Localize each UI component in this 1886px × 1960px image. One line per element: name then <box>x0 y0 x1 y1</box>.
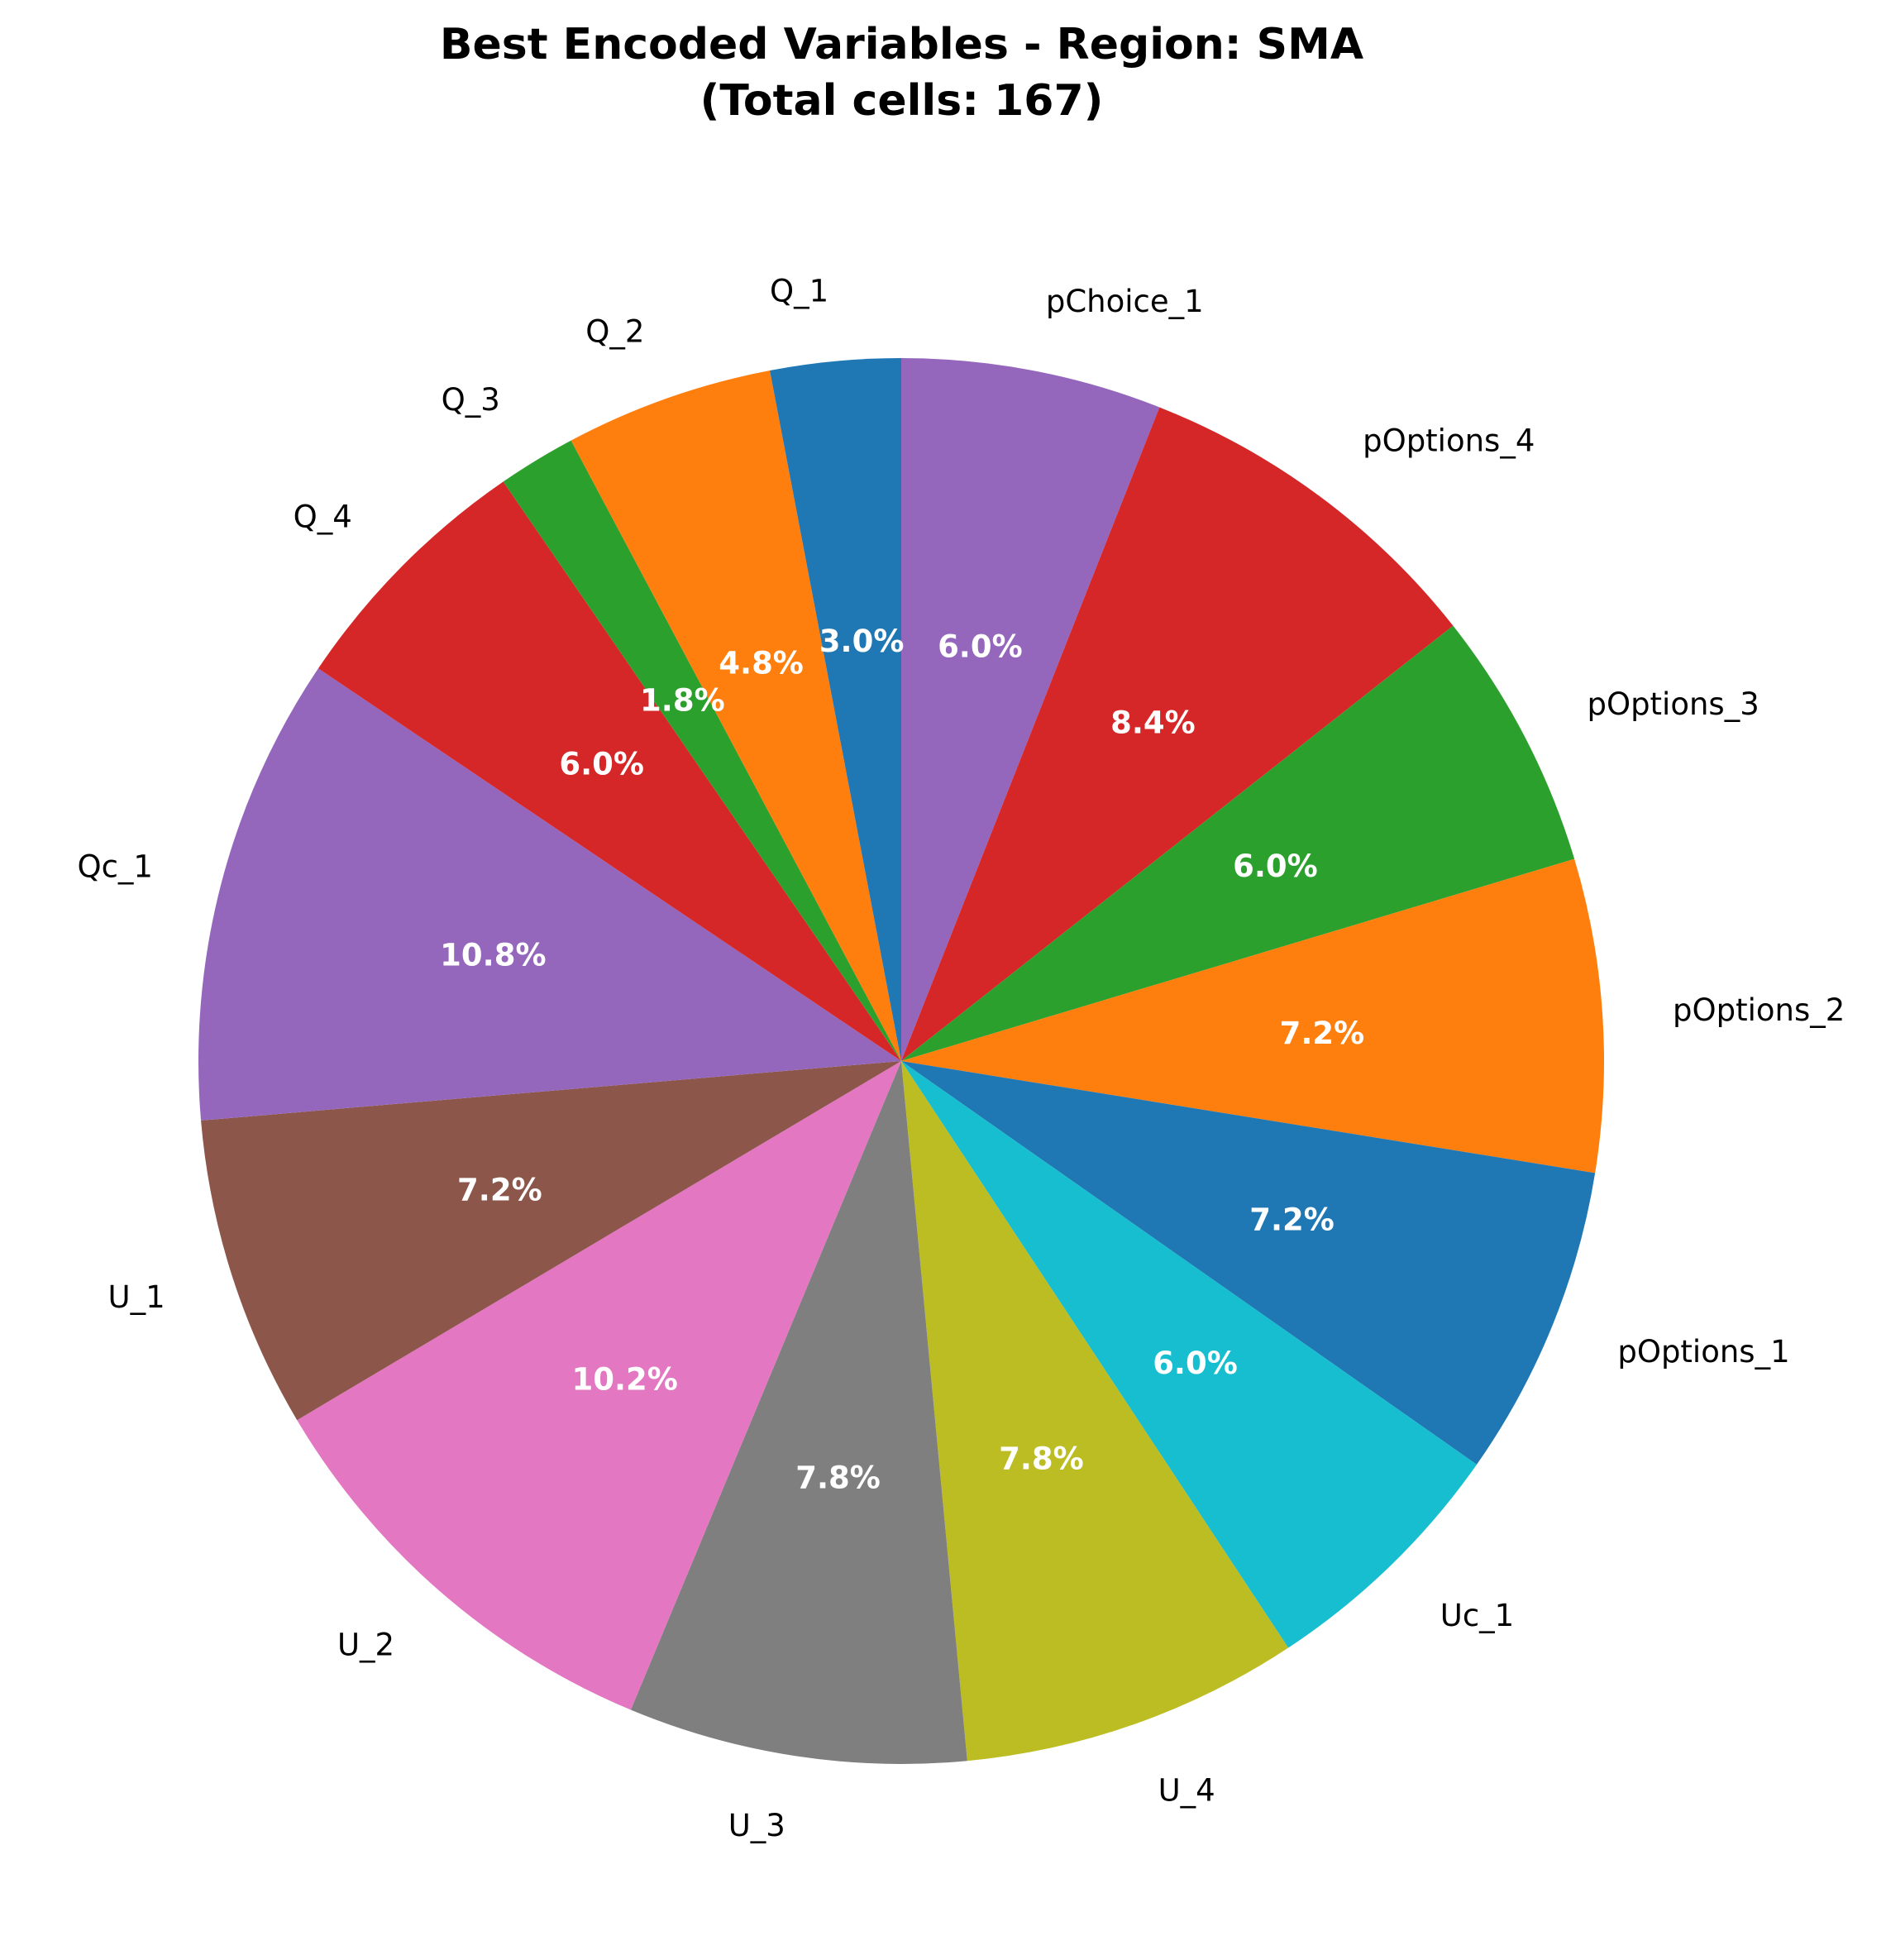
pie-slice-u-3 <box>630 1061 967 1764</box>
pie-slice-label: U_4 <box>1158 1772 1215 1808</box>
pie-slice-label: pOptions_3 <box>1587 686 1759 722</box>
pie-slice-uc-1 <box>901 1061 1478 1648</box>
pie-percent-label: 6.0% <box>1153 1346 1238 1381</box>
pie-slice-label: pOptions_1 <box>1617 1334 1789 1370</box>
pie-slice-q-1 <box>770 358 901 1061</box>
pie-percent-label: 7.8% <box>999 1441 1084 1477</box>
pie-slice-q-4 <box>318 481 901 1061</box>
pie-slice-label: U_2 <box>337 1628 394 1663</box>
pie-slice-label: Q_4 <box>294 499 352 534</box>
pie-percent-label: 1.8% <box>640 683 725 719</box>
pie-slice-u-2 <box>297 1061 901 1710</box>
pie-slice-u-4 <box>901 1061 1289 1762</box>
pie-slice-labels: pChoice_1 pOptions_4 pOptions_3 pOptions_2p… <box>77 274 1845 1843</box>
pie-percent-label: 3.0% <box>819 624 905 659</box>
pie-percent-label: 7.2% <box>1249 1202 1335 1237</box>
pie-slice-poptions-4 <box>901 407 1454 1062</box>
pie-slice-label: pOptions_4 <box>1363 423 1535 458</box>
pie-slice-label: Qc_1 <box>77 849 153 885</box>
pie-slice-poptions-1 <box>901 1061 1596 1465</box>
pie-slice-label: U_3 <box>728 1808 785 1843</box>
chart-subtitle-line: (Total cells: 167) <box>699 76 1104 126</box>
pie-slice-label: pChoice_1 <box>1046 284 1204 319</box>
pie-percent-label: 10.8% <box>440 937 546 973</box>
pie-slice-qc-1 <box>198 668 902 1121</box>
pie-percent-label: 10.2% <box>572 1362 678 1398</box>
pie-percent-label: 6.0% <box>938 629 1023 664</box>
pie-slice-u-1 <box>201 1061 902 1421</box>
pie-slices <box>198 358 1604 1764</box>
chart-title-line: Best Encoded Variables - Region: SMA <box>439 20 1364 69</box>
pie-percent-label: 7.2% <box>1280 1016 1365 1051</box>
pie-slice-poptions-2 <box>901 858 1604 1174</box>
pie-slice-q-3 <box>503 440 901 1061</box>
pie-slice-label: Q_2 <box>585 314 644 350</box>
chart-title: Best Encoded Variables - Region: SMA (To… <box>0 17 1803 129</box>
pie-slice-poptions-3 <box>901 625 1575 1061</box>
pie-percent-label: 7.8% <box>795 1460 881 1496</box>
pie-slice-pchoice-1 <box>901 358 1160 1061</box>
pie-percent-label: 7.2% <box>457 1172 542 1207</box>
pie-percent-label: 8.4% <box>1110 705 1196 740</box>
pie-slice-label: Uc_1 <box>1440 1598 1514 1633</box>
pie-percent-label: 4.8% <box>719 645 804 681</box>
pie-slice-label: pOptions_2 <box>1673 992 1845 1028</box>
pie-percent-label: 6.0% <box>1233 849 1318 884</box>
pie-percent-label: 6.0% <box>559 747 644 782</box>
pie-percent-labels: 6.0% 8.4% 6.0% 7.2% 7.2% 6.0% 7.8% 7.8% 10.2% 7.2… <box>440 624 1364 1496</box>
pie-slice-q-2 <box>571 370 901 1061</box>
pie-slice-label: U_1 <box>108 1279 165 1315</box>
pie-slice-label: Q_3 <box>442 382 500 418</box>
pie-slice-label: Q_1 <box>770 274 828 309</box>
